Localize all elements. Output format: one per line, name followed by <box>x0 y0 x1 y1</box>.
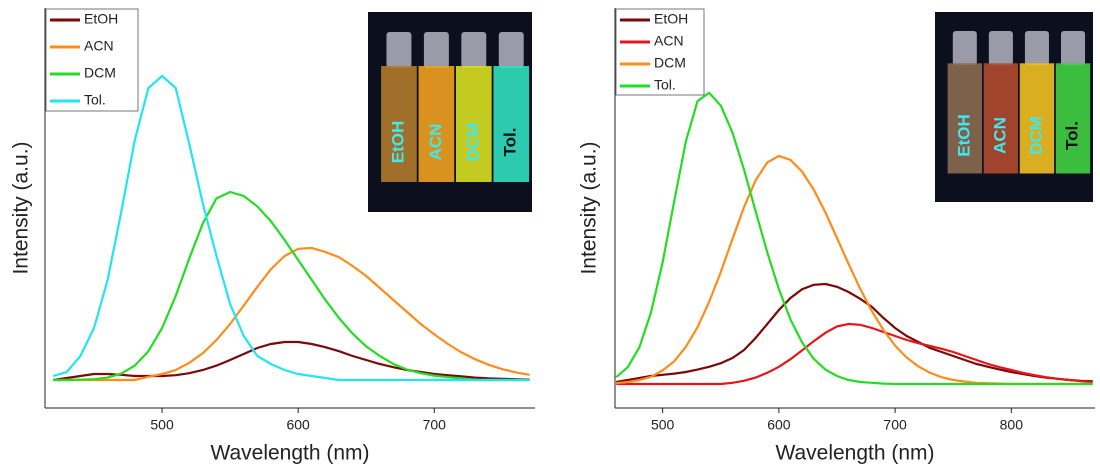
legend-label: ACN <box>84 38 114 54</box>
legend-box <box>45 8 139 112</box>
cuvette <box>493 66 530 182</box>
inset-label: ACN <box>990 117 1009 154</box>
cuvette-cap <box>988 31 1013 66</box>
legend-label: Tol. <box>654 77 676 93</box>
legend-label: Tol. <box>84 92 106 108</box>
legend-label: EtOH <box>654 11 688 27</box>
inset-label: EtOH <box>954 114 973 157</box>
inset-label: DCM <box>1026 116 1045 155</box>
cuvette-cap <box>1060 31 1086 66</box>
x-tick-label: 500 <box>150 417 174 433</box>
cuvette-cap <box>952 31 977 66</box>
series-line <box>616 282 1093 384</box>
y-axis-title: Intensity (a.u.) <box>10 141 33 274</box>
cuvette-cap <box>1024 31 1049 66</box>
x-tick-label: 700 <box>883 417 907 433</box>
x-axis-title: Wavelength (nm) <box>210 442 369 465</box>
legend-label: DCM <box>84 65 116 81</box>
legend-label: DCM <box>654 55 686 71</box>
series-line <box>616 322 1093 386</box>
cuvette <box>1055 63 1091 174</box>
series-line <box>53 190 530 382</box>
cuvette <box>418 66 455 182</box>
series-line <box>615 91 1093 386</box>
inset-label: Tol. <box>1062 121 1081 150</box>
x-tick-label: 700 <box>423 417 447 433</box>
cuvette <box>947 63 982 174</box>
inset-label: EtOH <box>388 121 407 164</box>
legend-label: ACN <box>654 33 684 49</box>
inset-label: DCM <box>463 123 482 162</box>
cuvette-cap <box>386 32 412 68</box>
cuvette <box>455 66 492 182</box>
cuvette-cap <box>461 32 487 68</box>
cuvette-cap <box>423 32 449 68</box>
x-tick-label: 600 <box>767 417 791 433</box>
inset-label: ACN <box>426 124 445 161</box>
series-line <box>53 340 530 382</box>
y-axis-title: Intensity (a.u.) <box>578 141 601 274</box>
legend-box <box>615 8 705 96</box>
x-tick-label: 500 <box>651 417 675 433</box>
cuvette <box>1019 63 1055 174</box>
cuvette-cap <box>498 32 524 68</box>
legend-label: EtOH <box>84 11 118 27</box>
series-line <box>52 74 530 382</box>
inset-label: Tol. <box>501 128 520 157</box>
x-axis-title: Wavelength (nm) <box>775 442 934 465</box>
series-line <box>53 246 530 382</box>
cuvette <box>983 63 1019 174</box>
x-tick-label: 600 <box>286 417 310 433</box>
cuvette <box>381 66 417 182</box>
x-tick-label: 800 <box>1000 417 1024 433</box>
